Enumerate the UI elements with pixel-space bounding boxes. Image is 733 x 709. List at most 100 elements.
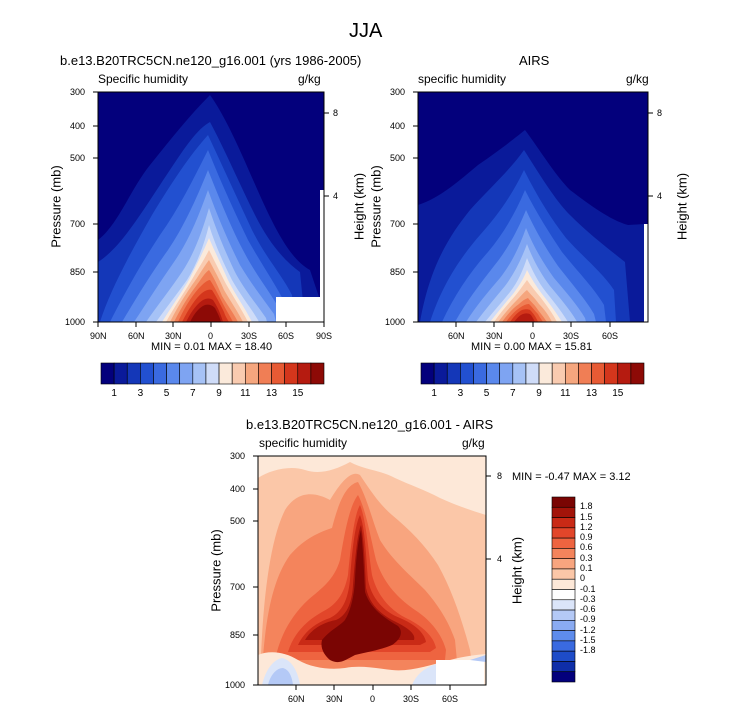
diff-xtick-label-30n: 30N: [326, 694, 343, 704]
obs-colorbar-label: 1: [431, 388, 437, 399]
obs-colorbar-swatch: [473, 362, 487, 385]
model-xtick-label-30n: 30N: [165, 331, 182, 341]
diff-colorbar-label: -0.9: [580, 614, 596, 625]
diff-y-axis-right-label: Height (km): [509, 536, 525, 605]
diff-colorbar-swatch: [551, 630, 576, 642]
model-panel-title: b.e13.B20TRC5CN.ne120_g16.001 (yrs 1986-…: [60, 53, 362, 68]
obs-colorbar-swatch: [578, 362, 592, 385]
model-colorbar-swatch: [231, 362, 246, 385]
model-ytick-label-700: 700: [70, 219, 86, 229]
obs-colorbar-swatch: [551, 362, 566, 385]
model-axis-ticks: [93, 91, 329, 327]
obs-min-max-stats: MIN = 0.00 MAX = 15.81: [471, 341, 593, 353]
diff-colorbar-swatch: [551, 527, 576, 539]
model-colorbar-label: 3: [137, 388, 144, 399]
obs-ytick-label-500: 500: [390, 153, 406, 163]
diff-colorbar-swatch: [551, 496, 576, 508]
diff-colorbar-label: -1.8: [580, 645, 596, 656]
diff-colorbar-swatch: [551, 640, 576, 652]
model-colorbar-label: 13: [265, 388, 278, 399]
model-colorbar-label: 9: [216, 388, 222, 399]
diff-colorbar-label: -1.2: [580, 624, 596, 635]
model-colorbar-label: 15: [292, 388, 304, 399]
obs-colorbar-label: 11: [560, 388, 571, 399]
model-colorbar-swatch: [153, 362, 167, 385]
diff-ytick-label-850: 850: [230, 630, 246, 640]
model-colorbar-swatch: [126, 362, 141, 385]
obs-colorbar-label: 5: [483, 388, 490, 399]
model-colorbar-swatch: [113, 362, 128, 385]
model-ytick-label-1000: 1000: [65, 317, 86, 327]
obs-colorbar-swatch: [617, 362, 632, 385]
model-ytick-label-850: 850: [70, 267, 86, 277]
diff-ytick-label-1000: 1000: [225, 680, 246, 690]
diff-colorbar-label: 0.1: [580, 562, 593, 573]
diff-xtick-label-0: 0: [370, 694, 376, 704]
model-colorbar-swatch: [179, 362, 194, 385]
diff-colorbar-swatch: [551, 671, 576, 683]
obs-axis-ticks: [413, 91, 653, 327]
diff-xtick-label-30s: 30S: [403, 694, 420, 704]
obs-colorbar-label: 7: [510, 388, 516, 399]
obs-colorbar: [420, 362, 645, 385]
diff-min-max-stats: MIN = -0.47 MAX = 3.12: [512, 471, 631, 483]
diff-variable-label: specific humidity: [259, 436, 348, 450]
diff-colorbar-swatch: [551, 517, 576, 529]
diff-ytick-right-label-4: 4: [497, 554, 503, 564]
model-min-max-stats: MIN = 0.01 MAX = 18.40: [151, 341, 273, 353]
obs-colorbar-swatch: [538, 362, 553, 385]
diff-contour-plot: [257, 455, 487, 686]
obs-contour-plot: [417, 91, 649, 323]
diff-colorbar-label: 1.8: [580, 501, 593, 512]
obs-colorbar-label: 13: [585, 388, 598, 399]
model-ytick-right-label-8: 8: [333, 108, 339, 118]
obs-missing-data-strip: [644, 224, 648, 322]
model-colorbar-swatch: [166, 362, 181, 385]
obs-variable-label: specific humidity: [418, 72, 507, 86]
model-colorbar-swatch: [258, 362, 272, 385]
model-xtick-label-90s: 90S: [316, 331, 333, 341]
obs-ytick-label-850: 850: [390, 267, 406, 277]
diff-colorbar-swatch: [551, 650, 576, 662]
model-missing-data-patch: [276, 297, 320, 322]
diff-xtick-label-60s: 60S: [442, 694, 459, 704]
diff-ytick-label-300: 300: [230, 451, 246, 461]
diff-negative-patch-corner: [470, 655, 486, 662]
obs-ytick-label-700: 700: [390, 219, 406, 229]
model-xtick-label-30s: 30S: [241, 331, 258, 341]
diff-colorbar-label: 1.5: [580, 511, 593, 522]
diff-ytick-label-700: 700: [230, 582, 246, 592]
diff-colorbar-swatch: [551, 558, 576, 570]
diff-colorbar-swatch: [551, 620, 576, 631]
diff-colorbar-swatch: [551, 609, 576, 621]
diff-xtick-label-60n: 60N: [288, 694, 305, 704]
model-colorbar-swatch: [218, 362, 233, 385]
model-variable-label: Specific humidity: [98, 72, 189, 86]
model-y-axis-label: Pressure (mb): [48, 165, 64, 248]
diff-colorbar-label: 0.6: [580, 542, 593, 553]
diff-colorbar-swatch: [551, 599, 576, 611]
diff-axis-ticks: [253, 455, 491, 690]
obs-colorbar-swatch: [630, 362, 645, 385]
model-colorbar-label: 11: [240, 388, 251, 399]
model-colorbar-swatch: [271, 362, 285, 385]
diff-colorbar-swatch: [551, 506, 576, 518]
obs-colorbar-swatch: [525, 362, 540, 385]
diff-ytick-label-400: 400: [230, 484, 246, 494]
obs-xtick-label-0: 0: [530, 331, 536, 341]
diff-ytick-label-500: 500: [230, 516, 246, 526]
model-missing-data-strip: [320, 190, 324, 322]
diff-colorbar-label: -1.5: [580, 634, 596, 645]
model-colorbar: [100, 362, 325, 385]
diff-colorbar-swatch: [551, 537, 576, 549]
diff-colorbar: [551, 496, 576, 683]
obs-colorbar-label: 9: [536, 388, 542, 399]
obs-units-label: g/kg: [626, 72, 649, 86]
obs-ytick-right-label-4: 4: [657, 191, 663, 201]
obs-colorbar-swatch: [446, 362, 461, 385]
figure-title: JJA: [349, 20, 383, 42]
diff-colorbar-swatch: [551, 589, 576, 601]
obs-colorbar-swatch: [564, 362, 579, 385]
model-colorbar-swatch: [297, 362, 312, 385]
model-colorbar-swatch: [140, 362, 154, 385]
